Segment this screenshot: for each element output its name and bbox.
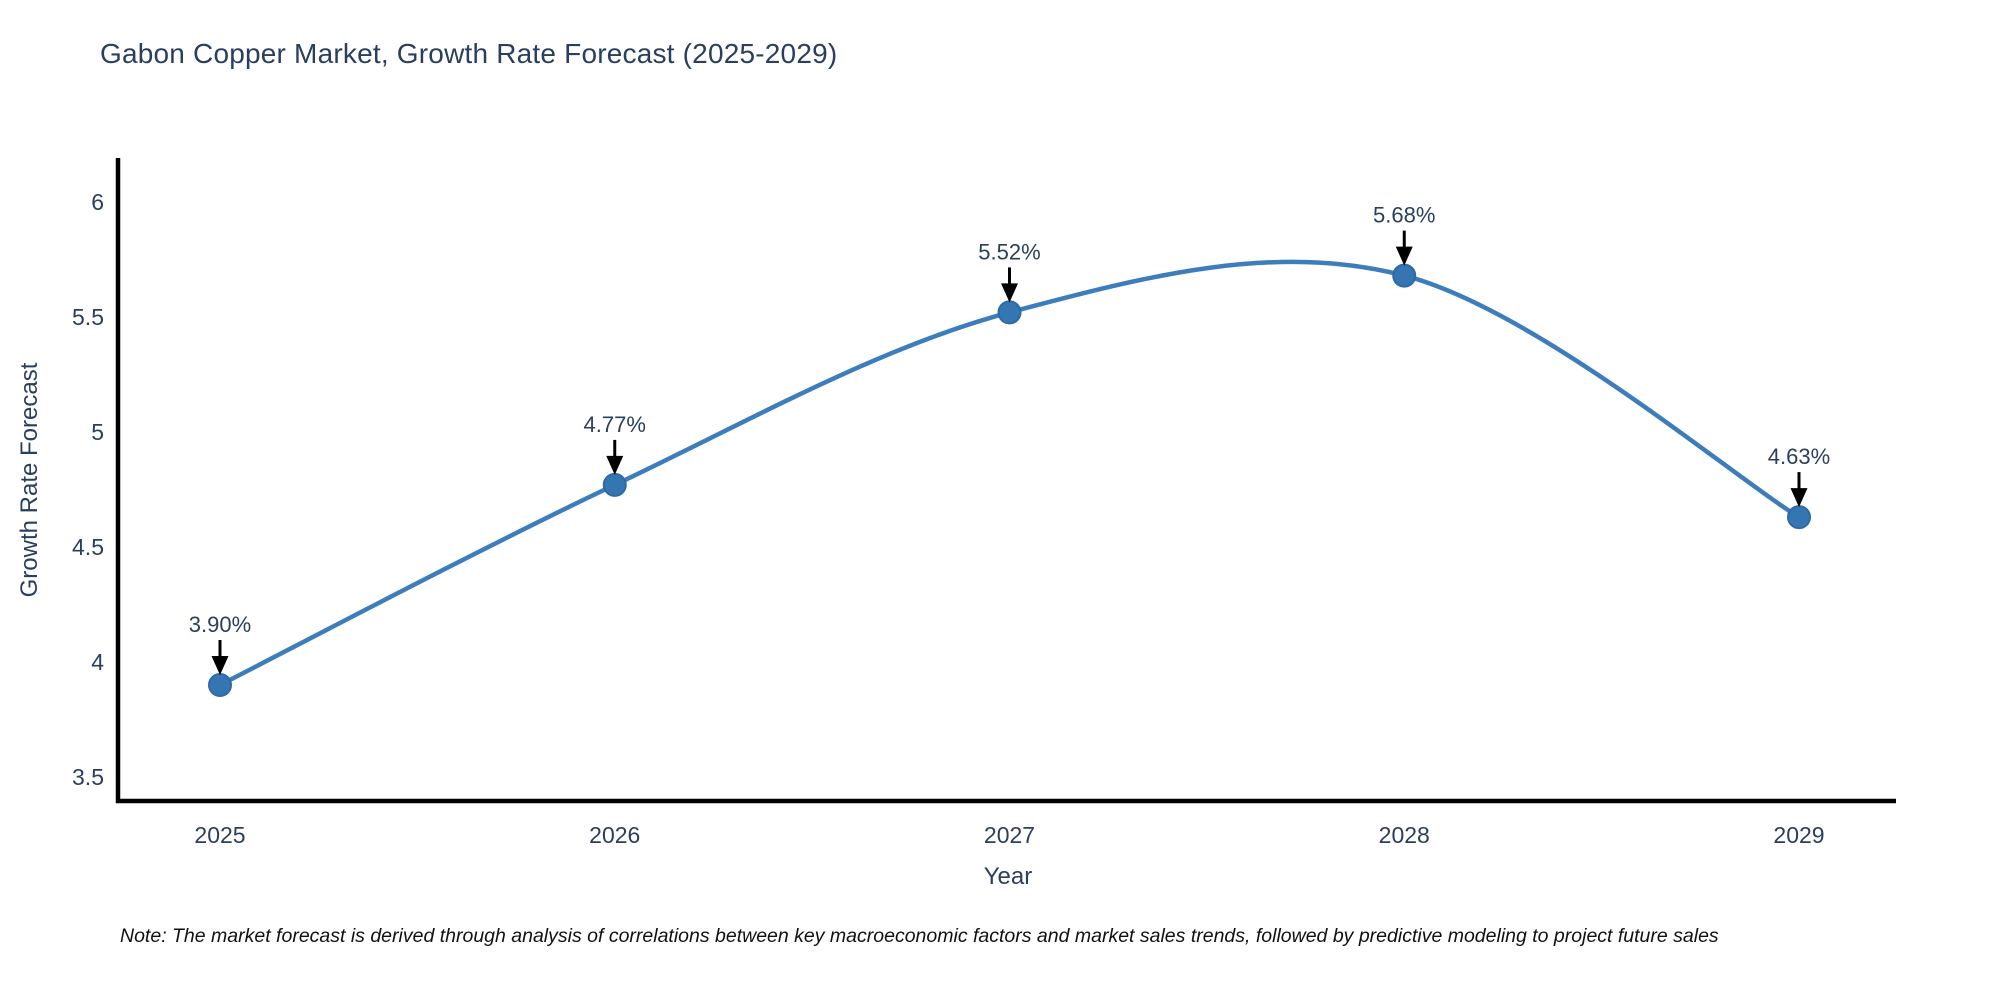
- x-axis-title: Year: [983, 863, 1033, 890]
- x-tick-label: 2027: [984, 822, 1035, 848]
- y-axis-title: Growth Rate Forecast: [16, 362, 43, 598]
- x-tick-label: 2026: [589, 822, 640, 848]
- data-point-marker[interactable]: [1787, 505, 1811, 530]
- y-tick-label: 5.5: [72, 304, 104, 330]
- point-annotation: 4.63%: [1768, 444, 1830, 469]
- point-annotation: 5.52%: [978, 239, 1040, 264]
- y-tick-label: 3.5: [72, 764, 104, 790]
- x-tick-label: 2025: [194, 822, 245, 848]
- data-point-marker[interactable]: [1392, 263, 1417, 288]
- data-point-marker[interactable]: [997, 300, 1022, 325]
- annotation-arrowhead: [211, 656, 229, 675]
- y-tick-label: 4: [91, 649, 104, 675]
- y-tick-label: 6: [91, 189, 104, 215]
- y-tick-label: 5: [91, 419, 104, 445]
- footnote: Note: The market forecast is derived thr…: [120, 925, 1719, 947]
- data-point-marker[interactable]: [208, 673, 232, 697]
- trace-line: [217, 259, 1802, 688]
- y-tick-label: 4.5: [72, 534, 104, 560]
- x-tick-label: 2029: [1773, 822, 1824, 848]
- annotation-arrowhead: [1395, 246, 1413, 266]
- point-annotation: 5.68%: [1373, 203, 1435, 228]
- data-point-marker[interactable]: [602, 472, 627, 497]
- annotation-arrowhead: [1790, 488, 1808, 508]
- point-annotation: 4.77%: [584, 412, 646, 437]
- chart-title: Gabon Copper Market, Growth Rate Forecas…: [100, 38, 838, 69]
- annotation-arrowhead: [606, 455, 624, 475]
- point-annotation: 3.90%: [189, 612, 251, 637]
- x-tick-label: 2028: [1379, 822, 1430, 848]
- annotation-arrowhead: [1001, 283, 1018, 303]
